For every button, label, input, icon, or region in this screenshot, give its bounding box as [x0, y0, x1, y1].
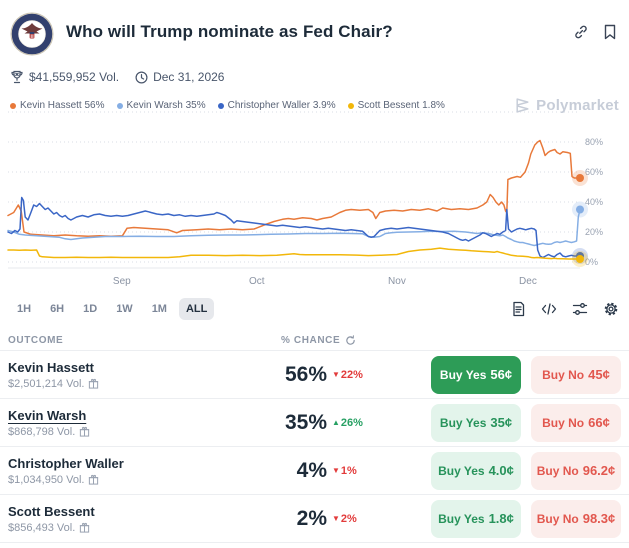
- legend-label: Kevin Hassett 56%: [20, 100, 105, 111]
- clock-icon: [135, 70, 148, 84]
- outcome-column-header: OUTCOME: [8, 334, 64, 346]
- embed-code-icon[interactable]: [541, 302, 557, 316]
- price-chart-svg: 80% 60% 40% 20% 0% Sep Oct Nov Dec: [7, 111, 603, 287]
- end-date: Dec 31, 2026: [153, 70, 225, 84]
- legend-dot-waller: [217, 102, 224, 109]
- legend-label: Scott Bessent 1.8%: [357, 100, 445, 111]
- chance-change: ▼ 2%: [332, 512, 357, 525]
- page-title: Who will Trump nominate as Fed Chair?: [66, 22, 393, 41]
- gift-icon: [89, 378, 99, 389]
- news-doc-icon[interactable]: [511, 301, 526, 317]
- outcome-volume: $1,034,950 Vol.: [8, 473, 85, 486]
- market-stats: $41,559,952 Vol. Dec 31, 2026: [0, 56, 629, 84]
- chance-value: 4%: [296, 458, 327, 482]
- range-all-button[interactable]: ALL: [178, 298, 215, 320]
- timebar: 1H 6H 1D 1W 1M ALL: [0, 298, 629, 320]
- chance-value: 2%: [296, 506, 327, 530]
- chart-gridlines: [8, 111, 580, 263]
- polymarket-watermark: Polymarket: [514, 97, 619, 114]
- bookmark-icon[interactable]: [603, 24, 617, 40]
- table-row: Kevin Warsh $868,798 Vol. 35% ▲ 26% Buy Y…: [0, 399, 629, 447]
- buy-no-button[interactable]: Buy No 45¢: [531, 355, 621, 394]
- refresh-icon[interactable]: [345, 334, 356, 346]
- outcome-name[interactable]: Christopher Waller: [8, 455, 124, 471]
- range-1w-button[interactable]: 1W: [109, 298, 140, 320]
- chance-change: ▼ 22%: [332, 368, 363, 381]
- outcome-volume: $868,798 Vol.: [8, 425, 76, 438]
- copy-link-icon[interactable]: [573, 24, 589, 40]
- chart-toolbar: [511, 301, 619, 317]
- buy-yes-button[interactable]: Buy Yes 35¢: [431, 403, 521, 442]
- buy-yes-button[interactable]: Buy Yes 4.0¢: [431, 451, 521, 490]
- series-line: [7, 247, 581, 260]
- buy-no-button[interactable]: Buy No 66¢: [531, 403, 621, 442]
- chart-legend: Kevin Hassett 56% Kevin Warsh 35% Christ…: [10, 100, 445, 111]
- legend-label: Christopher Waller 3.9%: [227, 100, 336, 111]
- polymarket-logo-icon: [516, 98, 529, 113]
- x-axis-tick-label: Dec: [519, 276, 537, 287]
- y-axis-tick-label: 40%: [585, 197, 603, 207]
- outcome-name[interactable]: Kevin Warsh: [8, 407, 87, 423]
- buy-no-button[interactable]: Buy No 98.3¢: [531, 499, 621, 538]
- volume-total: $41,559,952 Vol.: [29, 70, 120, 84]
- chance-column-header: % CHANCE: [281, 334, 341, 346]
- chance-change: ▲ 26%: [332, 416, 363, 429]
- series-line: [7, 196, 581, 259]
- range-6h-button[interactable]: 6H: [43, 298, 71, 320]
- buy-yes-button[interactable]: Buy Yes 1.8¢: [431, 499, 521, 538]
- gift-icon: [80, 426, 90, 437]
- chance-value: 35%: [284, 410, 327, 434]
- table-row: Kevin Hassett $2,501,214 Vol. 56% ▼ 22% B…: [0, 351, 629, 399]
- series-line: [7, 139, 581, 237]
- price-chart: 80% 60% 40% 20% 0% Sep Oct Nov Dec: [0, 108, 629, 292]
- y-axis-tick-label: 80%: [585, 137, 603, 147]
- series-end-dot: [576, 205, 584, 214]
- table-header: OUTCOME % CHANCE: [0, 330, 629, 350]
- legend-item: Kevin Hassett 56%: [10, 100, 105, 111]
- legend-dot-warsh: [116, 102, 123, 109]
- outcome-name[interactable]: Scott Bessent: [8, 503, 95, 519]
- rewards-trophy-icon: [11, 70, 23, 84]
- y-axis-tick-label: 60%: [585, 167, 603, 177]
- header: Who will Trump nominate as Fed Chair?: [0, 0, 629, 56]
- chart-axis-labels: 80% 60% 40% 20% 0% Sep Oct Nov Dec: [113, 137, 603, 287]
- legend-dot-bessent: [347, 102, 354, 109]
- series-end-dot: [576, 174, 584, 182]
- gift-icon: [80, 522, 90, 533]
- legend-item: Kevin Warsh 35%: [116, 100, 206, 111]
- outcome-volume: $2,501,214 Vol.: [8, 377, 85, 390]
- legend-item: Christopher Waller 3.9%: [217, 100, 336, 111]
- outcome-volume: $856,493 Vol.: [8, 521, 76, 534]
- range-1d-button[interactable]: 1D: [76, 298, 104, 320]
- legend-dot-hassett: [10, 102, 16, 109]
- watermark-text: Polymarket: [536, 97, 619, 114]
- table-row: Christopher Waller $1,034,950 Vol. 4% ▼ 1…: [0, 447, 629, 495]
- chart-settings-sliders-icon[interactable]: [572, 302, 588, 316]
- buy-yes-button[interactable]: Buy Yes 56¢: [431, 355, 521, 394]
- legend-label: Kevin Warsh 35%: [126, 100, 206, 111]
- x-axis-tick-label: Oct: [249, 276, 265, 287]
- range-1m-button[interactable]: 1M: [145, 298, 174, 320]
- range-1h-button[interactable]: 1H: [10, 298, 38, 320]
- x-axis-tick-label: Nov: [388, 276, 406, 287]
- y-axis-tick-label: 20%: [585, 227, 603, 237]
- table-row: Scott Bessent $856,493 Vol. 2% ▼ 2% Buy Y…: [0, 495, 629, 543]
- chance-value: 56%: [284, 362, 327, 386]
- outcomes-table: OUTCOME % CHANCE Kevin Hassett $2,501,21…: [0, 330, 629, 543]
- gear-icon[interactable]: [603, 301, 619, 317]
- outcome-name[interactable]: Kevin Hassett: [8, 359, 94, 375]
- legend-item: Scott Bessent 1.8%: [347, 100, 445, 111]
- chart-series: [7, 139, 588, 267]
- gift-icon: [89, 474, 99, 485]
- chance-change: ▼ 1%: [332, 464, 357, 477]
- buy-no-button[interactable]: Buy No 96.2¢: [531, 451, 621, 490]
- x-axis-tick-label: Sep: [113, 276, 131, 287]
- y-axis-tick-label: 0%: [585, 257, 598, 267]
- series-end-dot: [576, 255, 584, 263]
- federal-reserve-seal-icon: [10, 12, 54, 56]
- legend-row: Kevin Hassett 56% Kevin Warsh 35% Christ…: [0, 84, 629, 114]
